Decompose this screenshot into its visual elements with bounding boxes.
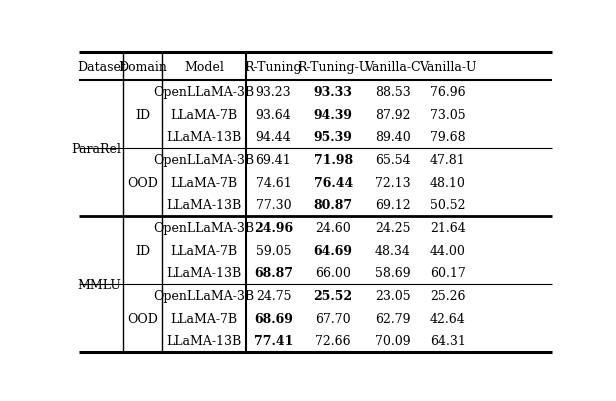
Text: 87.92: 87.92 bbox=[375, 109, 410, 122]
Text: LLaMA-13B: LLaMA-13B bbox=[166, 131, 242, 144]
Text: 25.52: 25.52 bbox=[314, 289, 353, 302]
Text: 93.64: 93.64 bbox=[256, 109, 291, 122]
Text: LLaMA-7B: LLaMA-7B bbox=[171, 109, 238, 122]
Text: 69.41: 69.41 bbox=[256, 154, 291, 167]
Text: OOD: OOD bbox=[128, 176, 158, 189]
Text: 64.69: 64.69 bbox=[314, 244, 352, 257]
Text: 89.40: 89.40 bbox=[375, 131, 411, 144]
Text: LLaMA-7B: LLaMA-7B bbox=[171, 312, 238, 325]
Text: 76.96: 76.96 bbox=[430, 86, 466, 99]
Text: 65.54: 65.54 bbox=[375, 154, 411, 167]
Text: OpenLLaMA-3B: OpenLLaMA-3B bbox=[153, 289, 255, 302]
Text: 73.05: 73.05 bbox=[430, 109, 466, 122]
Text: 79.68: 79.68 bbox=[430, 131, 466, 144]
Text: 93.33: 93.33 bbox=[314, 86, 352, 99]
Text: 94.39: 94.39 bbox=[314, 109, 352, 122]
Text: 68.69: 68.69 bbox=[254, 312, 293, 325]
Text: Dataset: Dataset bbox=[77, 61, 126, 73]
Text: 50.52: 50.52 bbox=[430, 199, 466, 212]
Text: 93.23: 93.23 bbox=[256, 86, 291, 99]
Text: 24.25: 24.25 bbox=[375, 221, 410, 235]
Text: 42.64: 42.64 bbox=[430, 312, 466, 325]
Text: LLaMA-7B: LLaMA-7B bbox=[171, 244, 238, 257]
Text: 72.66: 72.66 bbox=[315, 334, 351, 347]
Text: OOD: OOD bbox=[128, 312, 158, 325]
Text: 59.05: 59.05 bbox=[256, 244, 291, 257]
Text: 80.87: 80.87 bbox=[314, 199, 353, 212]
Text: 62.79: 62.79 bbox=[375, 312, 410, 325]
Text: 66.00: 66.00 bbox=[315, 267, 351, 279]
Text: 24.75: 24.75 bbox=[256, 289, 291, 302]
Text: 23.05: 23.05 bbox=[375, 289, 411, 302]
Text: 67.70: 67.70 bbox=[315, 312, 351, 325]
Text: 70.09: 70.09 bbox=[375, 334, 411, 347]
Text: 77.41: 77.41 bbox=[254, 334, 293, 347]
Text: 95.39: 95.39 bbox=[314, 131, 352, 144]
Text: LLaMA-13B: LLaMA-13B bbox=[166, 334, 242, 347]
Text: Domain: Domain bbox=[118, 61, 168, 73]
Text: ID: ID bbox=[136, 109, 150, 122]
Text: 47.81: 47.81 bbox=[430, 154, 466, 167]
Text: 25.26: 25.26 bbox=[430, 289, 466, 302]
Text: 21.64: 21.64 bbox=[430, 221, 466, 235]
Text: 48.10: 48.10 bbox=[430, 176, 466, 189]
Text: 68.87: 68.87 bbox=[254, 267, 293, 279]
Text: ID: ID bbox=[136, 244, 150, 257]
Text: 64.31: 64.31 bbox=[430, 334, 466, 347]
Text: Vanilla-U: Vanilla-U bbox=[419, 61, 476, 73]
Text: OpenLLaMA-3B: OpenLLaMA-3B bbox=[153, 221, 255, 235]
Text: OpenLLaMA-3B: OpenLLaMA-3B bbox=[153, 86, 255, 99]
Text: 74.61: 74.61 bbox=[256, 176, 291, 189]
Text: 76.44: 76.44 bbox=[314, 176, 353, 189]
Text: OpenLLaMA-3B: OpenLLaMA-3B bbox=[153, 154, 255, 167]
Text: ParaRel: ParaRel bbox=[71, 142, 121, 156]
Text: 72.13: 72.13 bbox=[375, 176, 411, 189]
Text: 24.60: 24.60 bbox=[315, 221, 351, 235]
Text: LLaMA-13B: LLaMA-13B bbox=[166, 267, 242, 279]
Text: 44.00: 44.00 bbox=[430, 244, 466, 257]
Text: 77.30: 77.30 bbox=[256, 199, 291, 212]
Text: 94.44: 94.44 bbox=[256, 131, 291, 144]
Text: 69.12: 69.12 bbox=[375, 199, 411, 212]
Text: R-Tuning-U: R-Tuning-U bbox=[297, 61, 369, 73]
Text: R-Tuning: R-Tuning bbox=[245, 61, 302, 73]
Text: LLaMA-13B: LLaMA-13B bbox=[166, 199, 242, 212]
Text: 24.96: 24.96 bbox=[254, 221, 293, 235]
Text: 71.98: 71.98 bbox=[314, 154, 353, 167]
Text: Model: Model bbox=[184, 61, 224, 73]
Text: LLaMA-7B: LLaMA-7B bbox=[171, 176, 238, 189]
Text: 60.17: 60.17 bbox=[430, 267, 466, 279]
Text: MMLU: MMLU bbox=[77, 278, 121, 291]
Text: 48.34: 48.34 bbox=[375, 244, 411, 257]
Text: Vanilla-C: Vanilla-C bbox=[365, 61, 421, 73]
Text: 58.69: 58.69 bbox=[375, 267, 411, 279]
Text: 88.53: 88.53 bbox=[375, 86, 411, 99]
